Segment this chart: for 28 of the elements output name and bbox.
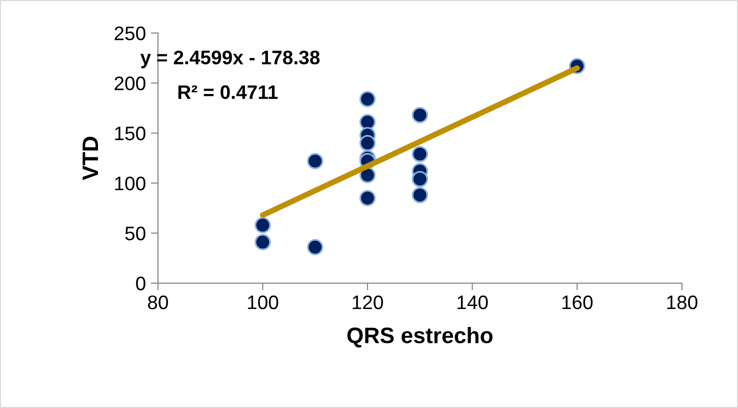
- point: [307, 152, 324, 170]
- x-tick-label: 180: [667, 295, 698, 310]
- x-tick-label: 80: [148, 295, 168, 310]
- y-axis-title: VTD: [82, 136, 98, 180]
- y-tick-label: 100: [115, 176, 146, 190]
- annotation: R² = 0.4711: [178, 85, 278, 100]
- point: [307, 239, 324, 256]
- point: [359, 114, 376, 130]
- x-tick-label: 140: [458, 295, 488, 310]
- point: [254, 234, 271, 250]
- x-tick-label: 160: [562, 295, 593, 310]
- x-axis-title: QRS estrecho: [347, 326, 493, 348]
- y-tick-label: 150: [115, 126, 146, 140]
- annotation: y = 2.4599x - 178.38: [140, 50, 320, 68]
- x-tick-label: 120: [352, 295, 383, 310]
- point: [412, 170, 428, 188]
- point: [254, 217, 271, 234]
- point: [412, 106, 428, 124]
- y-tick-label: 50: [125, 226, 146, 240]
- y-tick-label: 200: [114, 76, 146, 90]
- point: [412, 186, 428, 204]
- y-tick-label: 250: [114, 26, 146, 40]
- point: [359, 134, 376, 152]
- point: [359, 190, 376, 206]
- point: [412, 146, 428, 162]
- point: [359, 90, 376, 108]
- x-tick-label: 100: [248, 295, 278, 310]
- y-tick-label: 0: [136, 276, 146, 290]
